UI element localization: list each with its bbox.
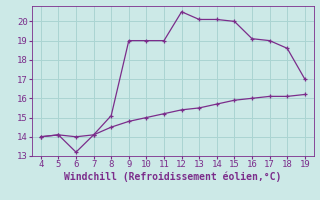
X-axis label: Windchill (Refroidissement éolien,°C): Windchill (Refroidissement éolien,°C)	[64, 172, 282, 182]
